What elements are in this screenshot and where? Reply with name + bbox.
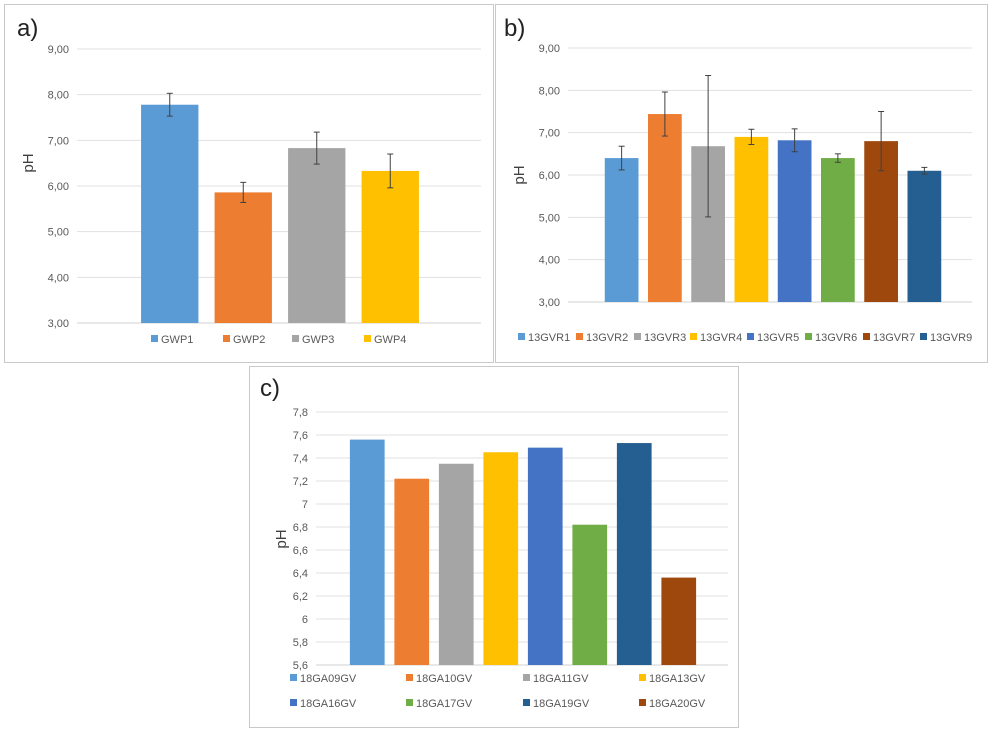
chart-panel-c: c) 5,6 5,8 6 6,2 6,4 6,6 6,8 7 7,2 7,4 7,6 7,8 pH 18G… — [249, 366, 739, 728]
y-tick-label: 9,00 — [539, 43, 560, 55]
y-tick-label: 6,8 — [293, 522, 308, 534]
y-tick-label: 7,8 — [293, 407, 308, 419]
y-tick-label: 7 — [302, 499, 308, 511]
legend-entry: 13GVR4 — [700, 332, 742, 344]
legend-swatch — [406, 699, 413, 706]
panel-label-b: b) — [504, 15, 526, 42]
y-tick-label: 7,6 — [293, 430, 308, 442]
legend-entry: 13GVR3 — [644, 332, 686, 344]
legend-swatch — [364, 335, 371, 342]
legend-swatch — [523, 674, 530, 681]
y-tick-label: 4,00 — [48, 272, 69, 284]
legend-entry: 13GVR9 — [930, 332, 972, 344]
bar-gwp4 — [361, 170, 419, 323]
bar-13gvr1 — [604, 158, 639, 302]
legend-swatch — [518, 333, 525, 340]
bar-13gvr6 — [821, 158, 855, 302]
bar-18ga19gv — [616, 443, 652, 665]
legend-entry: 18GA13GV — [649, 673, 706, 685]
panel-label-a: a) — [17, 15, 39, 42]
legend-entry: GWP4 — [374, 334, 406, 346]
legend-swatch — [805, 333, 812, 340]
chart-panel-a: a) 3,00 4,00 5,00 6,00 7,00 8,00 9,00 pH GWP1 GWP… — [4, 4, 494, 363]
legend-swatch — [290, 699, 297, 706]
legend-entry: GWP1 — [161, 334, 193, 346]
legend-swatch — [290, 674, 297, 681]
y-tick-label: 6,00 — [539, 170, 560, 182]
legend-swatch — [639, 674, 646, 681]
legend-swatch — [151, 335, 158, 342]
legend-swatch — [223, 335, 230, 342]
bar-18ga09gv — [349, 439, 385, 665]
legend-entry: GWP3 — [302, 334, 334, 346]
bar-gwp2 — [214, 192, 272, 323]
y-axis-label: pH — [20, 153, 37, 172]
y-tick-label: 5,8 — [293, 637, 308, 649]
legend-entry: 18GA17GV — [416, 698, 473, 710]
panel-label-c: c) — [260, 375, 280, 402]
chart-c-svg: 5,6 5,8 6 6,2 6,4 6,6 6,8 7 7,2 7,4 7,6 7,8 pH 18GA09… — [273, 407, 728, 710]
legend-entry: 18GA10GV — [416, 673, 473, 685]
y-axis-label: pH — [511, 165, 528, 184]
legend-entry: 18GA19GV — [533, 698, 590, 710]
legend-entry: 13GVR2 — [586, 332, 628, 344]
bar-18ga16gv — [527, 447, 563, 665]
y-tick-label: 5,00 — [48, 227, 69, 239]
bar-18ga20gv — [661, 577, 697, 665]
bar-18ga10gv — [394, 478, 430, 665]
y-tick-label: 6,6 — [293, 545, 308, 557]
legend-entry: 18GA11GV — [533, 673, 589, 685]
y-tick-label: 6,00 — [48, 181, 69, 193]
legend-swatch — [292, 335, 299, 342]
y-axis-label: pH — [273, 529, 290, 548]
legend-swatch — [863, 333, 870, 340]
bar-18ga13gv — [483, 452, 519, 665]
legend-entry: 13GVR7 — [873, 332, 915, 344]
legend-swatch — [634, 333, 641, 340]
bar-18ga11gv — [438, 463, 474, 665]
legend-swatch — [920, 333, 927, 340]
legend-entry: 18GA09GV — [300, 673, 357, 685]
chart-b-svg: 3,00 4,00 5,00 6,00 7,00 8,00 9,00 pH 13GVR1 13GV… — [511, 43, 972, 344]
y-tick-label: 7,00 — [48, 135, 69, 147]
bar-13gvr5 — [777, 140, 812, 302]
legend-swatch — [523, 699, 530, 706]
legend-entry: 18GA20GV — [649, 698, 706, 710]
y-tick-label: 5,6 — [293, 660, 308, 672]
bar-13gvr2 — [648, 114, 682, 302]
legend-entry: GWP2 — [233, 334, 265, 346]
legend-swatch — [747, 333, 754, 340]
legend-swatch — [406, 674, 413, 681]
y-tick-label: 4,00 — [539, 255, 560, 267]
bar-18ga17gv — [572, 524, 608, 665]
y-tick-label: 7,00 — [539, 128, 560, 140]
y-tick-label: 6,4 — [293, 568, 308, 580]
chart-a-svg: 3,00 4,00 5,00 6,00 7,00 8,00 9,00 pH GWP1 GWP2 GW… — [20, 44, 481, 346]
y-tick-label: 8,00 — [48, 90, 69, 102]
legend-swatch — [639, 699, 646, 706]
y-tick-label: 7,4 — [293, 453, 308, 465]
y-tick-label: 6,2 — [293, 591, 308, 603]
y-tick-label: 6 — [302, 614, 308, 626]
y-tick-label: 5,00 — [539, 212, 560, 224]
legend-entry: 13GVR5 — [757, 332, 799, 344]
y-tick-label: 3,00 — [48, 318, 69, 330]
y-tick-label: 9,00 — [48, 44, 69, 56]
y-tick-label: 8,00 — [539, 85, 560, 97]
bar-13gvr4 — [734, 136, 769, 302]
legend-entry: 13GVR1 — [528, 332, 570, 344]
legend-entry: 13GVR6 — [815, 332, 857, 344]
bar-13gvr9 — [907, 170, 942, 302]
legend-swatch — [576, 333, 583, 340]
bar-gwp3 — [288, 148, 346, 323]
legend-entry: 18GA16GV — [300, 698, 357, 710]
chart-panel-b: b) 3,00 4,00 5,00 6,00 7,00 8,00 9,00 pH 13GVR1 1… — [495, 4, 988, 363]
bar-gwp1 — [141, 104, 199, 323]
y-tick-label: 7,2 — [293, 476, 308, 488]
legend-swatch — [690, 333, 697, 340]
y-tick-label: 3,00 — [539, 297, 560, 309]
